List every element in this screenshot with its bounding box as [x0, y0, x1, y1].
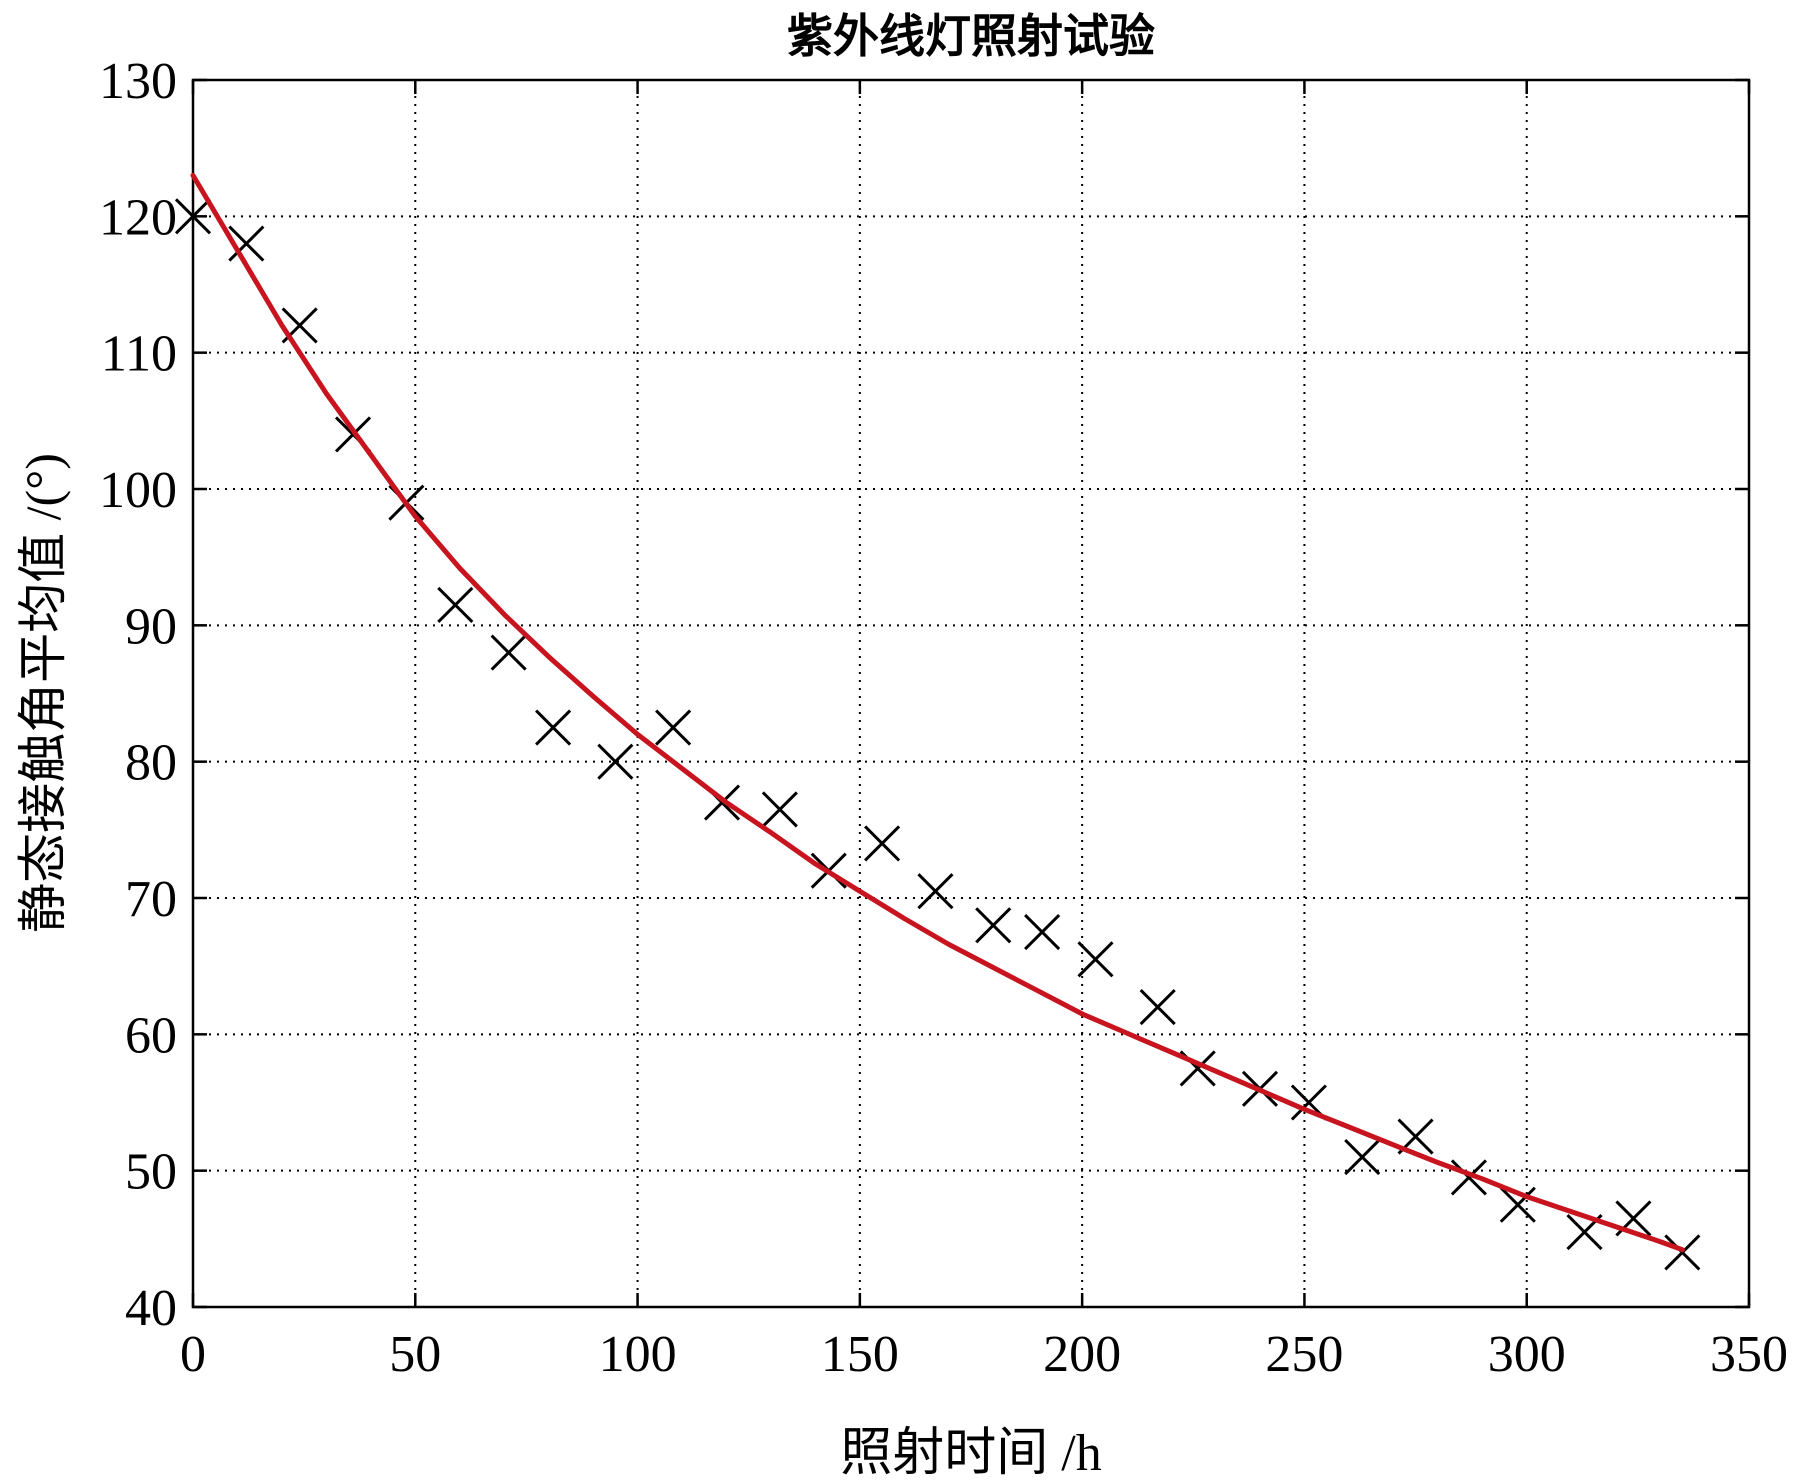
marker-stroke [1664, 1234, 1701, 1271]
data-point-marker [1344, 1138, 1381, 1176]
x-tick-label: 0 [180, 1326, 206, 1383]
marker-stroke [864, 825, 901, 862]
marker-stroke [655, 709, 692, 746]
data-point-marker [1450, 1159, 1487, 1196]
x-axis-label: 照射时间 /h [840, 1425, 1101, 1482]
data-point-marker [1499, 1186, 1536, 1223]
marker-stroke [490, 634, 527, 671]
marker-stroke [535, 709, 572, 746]
marker-stroke [1024, 914, 1061, 951]
data-point-marker [761, 791, 798, 828]
data-point-marker [174, 198, 212, 235]
x-tick-label: 50 [389, 1326, 441, 1383]
x-tick-label: 350 [1710, 1326, 1788, 1383]
marker-stroke [1290, 1084, 1327, 1121]
data-point-marker [975, 907, 1012, 944]
marker-stroke [1179, 1050, 1216, 1087]
plot-frame [191, 78, 1751, 1309]
y-tick-label: 40 [125, 1280, 177, 1337]
y-tick-label: 110 [101, 326, 177, 383]
y-tick-label: 120 [99, 189, 177, 246]
data-point-marker [1139, 989, 1176, 1026]
data-point-marker [535, 709, 572, 746]
marker-stroke [228, 225, 265, 262]
marker-stroke [597, 743, 634, 780]
data-point-marker [437, 586, 474, 623]
chart-title: 紫外线灯照射试验 [787, 11, 1155, 62]
marker-stroke [1499, 1186, 1536, 1223]
y-axis-label: 静态接触角平均值 /(°) [15, 453, 71, 933]
fit-curve [190, 172, 1685, 1253]
marker-stroke [1450, 1159, 1487, 1196]
series-layer [174, 172, 1701, 1271]
data-point-marker [917, 873, 954, 910]
data-point-marker [597, 743, 634, 780]
data-point-marker [655, 709, 692, 746]
y-tick-label: 90 [125, 598, 177, 655]
x-tick-label: 200 [1043, 1326, 1121, 1383]
y-tick-label: 130 [99, 53, 177, 110]
y-tick-label: 100 [99, 462, 177, 519]
x-tick-label: 150 [821, 1326, 899, 1383]
marker-stroke [174, 198, 212, 235]
marker-stroke [917, 873, 954, 910]
data-point-marker [1024, 914, 1061, 951]
marker-stroke [761, 791, 798, 828]
x-tick-label: 100 [599, 1326, 677, 1383]
marker-stroke [703, 784, 741, 821]
marker-stroke [1344, 1138, 1381, 1176]
y-tick-label: 50 [125, 1144, 177, 1201]
data-point-marker [864, 825, 901, 862]
y-tick-label: 60 [125, 1007, 177, 1064]
grid-layer [193, 80, 1749, 1307]
marker-stroke [975, 907, 1012, 944]
marker-stroke [1139, 989, 1176, 1026]
ticks-layer: 0 50 100 150 200 250 300 350 40 50 60 70 80 90 100 110 1… [99, 53, 1788, 1383]
marker-stroke [437, 586, 474, 623]
data-point-marker [228, 225, 265, 262]
x-tick-label: 250 [1265, 1326, 1343, 1383]
y-tick-label: 80 [125, 735, 177, 792]
data-point-marker [1077, 941, 1114, 978]
x-tick-label: 300 [1488, 1326, 1566, 1383]
y-tick-label: 70 [125, 871, 177, 928]
data-point-marker [490, 634, 527, 671]
data-point-marker [1664, 1234, 1701, 1271]
marker-stroke [1077, 941, 1114, 978]
